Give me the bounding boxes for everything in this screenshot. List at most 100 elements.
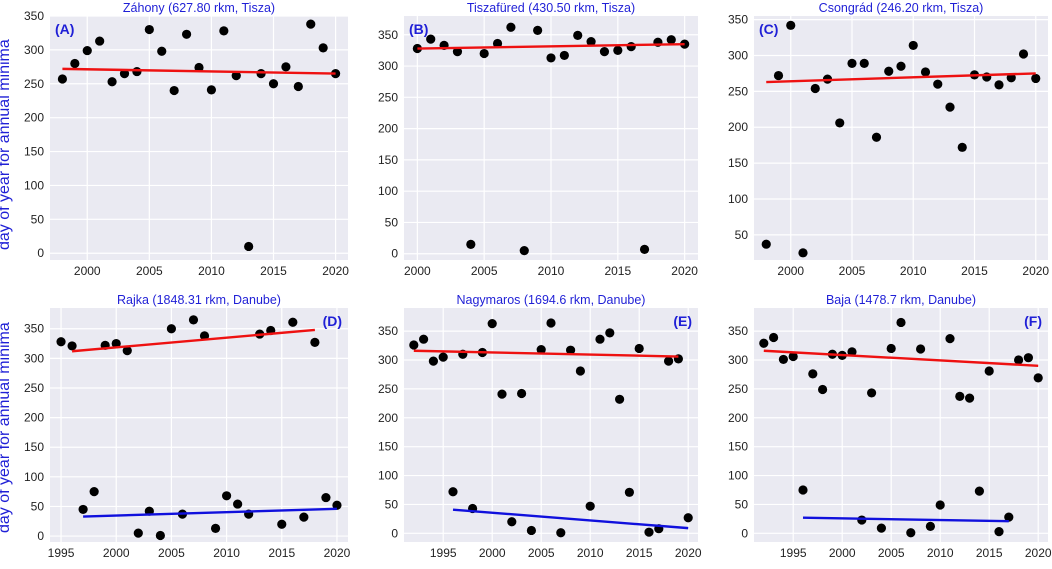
y-tick-label-e: 150: [378, 440, 398, 454]
data-point-a: [318, 43, 328, 53]
data-point-d: [210, 523, 221, 533]
data-point-b: [639, 244, 650, 254]
x-tick-label-e: 2020: [675, 546, 702, 560]
data-point-f: [808, 369, 818, 379]
data-point-a: [144, 24, 154, 35]
data-point-f: [788, 351, 798, 362]
y-tick-label-f: 150: [728, 440, 748, 454]
data-point-c: [761, 239, 771, 249]
x-tick-label-d: 2010: [213, 546, 240, 560]
y-tick-label-a: 300: [24, 43, 44, 57]
trendline-low-d: [83, 507, 337, 518]
x-tick-label-e: 1995: [430, 546, 457, 560]
panel-title-a: Záhony (627.80 rkm, Tisza): [123, 1, 275, 15]
y-tick-label-e: 50: [385, 497, 399, 511]
y-tick-label-e: 250: [378, 382, 398, 396]
data-point-f: [798, 485, 808, 495]
data-point-b: [479, 48, 489, 59]
data-point-e: [536, 345, 546, 355]
plot-area-c: [754, 16, 1048, 260]
data-point-a: [95, 36, 105, 46]
data-point-a: [219, 26, 229, 36]
x-tick-label-b: 2010: [538, 264, 565, 278]
y-tick-label-a: 350: [24, 9, 44, 23]
data-point-f: [945, 334, 955, 344]
x-tick-label-f: 2020: [1025, 546, 1052, 560]
data-point-e: [634, 343, 644, 354]
panel-d: 0 50 100 150 200 250 300 350 1995 2000 2005 2010 201…: [24, 293, 351, 560]
data-point-f: [1014, 355, 1024, 365]
x-tick-label-a: 2010: [198, 264, 225, 278]
data-point-e: [448, 487, 458, 497]
y-tick-label-b: 300: [378, 59, 398, 73]
data-point-b: [599, 47, 610, 57]
y-tick-label-d: 0: [37, 529, 44, 543]
y-tick-label-c: 200: [728, 120, 748, 134]
y-tick-label-d: 200: [24, 411, 44, 425]
data-point-e: [615, 394, 625, 404]
data-point-a: [119, 69, 130, 79]
y-tick-label-d: 150: [24, 440, 44, 454]
data-point-e: [419, 334, 429, 344]
y-tick-label-d: 50: [31, 499, 45, 513]
x-tick-label-c: 2010: [900, 264, 927, 278]
x-tick-label-d: 2000: [103, 546, 130, 560]
trendline-low-e: [452, 508, 689, 530]
data-point-c: [1031, 73, 1041, 84]
data-point-d: [155, 530, 165, 541]
y-axis-label-bottom-row: day of year for annual minima: [0, 322, 13, 534]
data-point-c: [933, 79, 943, 89]
data-point-e: [409, 340, 419, 350]
trendline-low-f: [802, 516, 1009, 523]
y-tick-label-f: 200: [728, 411, 748, 425]
data-point-b: [546, 53, 556, 63]
data-point-d: [78, 504, 88, 515]
x-tick-label-c: 2015: [961, 264, 988, 278]
trendline-high-e: [413, 349, 679, 358]
data-point-b: [506, 22, 516, 32]
y-tick-label-c: 300: [728, 48, 748, 62]
data-point-e: [575, 366, 586, 376]
y-tick-label-a: 150: [24, 145, 44, 159]
data-point-f: [935, 500, 945, 510]
data-point-c: [994, 80, 1004, 90]
y-tick-label-d: 250: [24, 381, 44, 395]
x-tick-label-e: 2005: [528, 546, 555, 560]
x-tick-label-a: 2005: [136, 264, 163, 278]
data-point-e: [517, 388, 527, 399]
y-tick-label-b: 250: [378, 90, 398, 104]
panel-title-f: Baja (1478.7 rkm, Danube): [826, 293, 976, 307]
data-point-a: [107, 77, 117, 87]
data-point-a: [157, 46, 167, 56]
x-tick-label-e: 2010: [577, 546, 604, 560]
data-point-a: [231, 71, 241, 81]
data-point-f: [965, 393, 975, 403]
x-tick-label-c: 2005: [839, 264, 866, 278]
panel-a: 0 50 100 150 200 250 300 350 2000 2005 2010 2015 202…: [24, 1, 349, 278]
trendline-high-a: [62, 67, 336, 75]
data-point-b: [666, 35, 676, 45]
y-tick-label-d: 100: [24, 470, 44, 484]
data-point-b: [519, 246, 529, 256]
data-point-f: [974, 486, 985, 496]
x-tick-label-d: 2020: [324, 546, 351, 560]
data-point-b: [573, 30, 583, 40]
x-tick-label-f: 2015: [976, 546, 1003, 560]
data-point-e: [664, 356, 674, 366]
data-point-e: [644, 527, 654, 537]
data-point-a: [268, 79, 279, 89]
y-tick-label-e: 100: [378, 469, 398, 483]
data-point-f: [916, 344, 926, 354]
data-point-b: [426, 34, 436, 44]
y-tick-label-b: 50: [385, 215, 399, 229]
data-point-e: [556, 528, 566, 538]
data-point-c: [945, 102, 955, 112]
data-point-d: [122, 346, 132, 356]
trendline-high-b: [417, 42, 685, 50]
trendline-high-d: [71, 328, 315, 353]
data-point-d: [188, 315, 199, 325]
data-point-e: [546, 318, 556, 328]
data-point-e: [497, 389, 507, 399]
data-point-f: [876, 523, 887, 533]
x-tick-label-d: 1995: [48, 546, 75, 560]
